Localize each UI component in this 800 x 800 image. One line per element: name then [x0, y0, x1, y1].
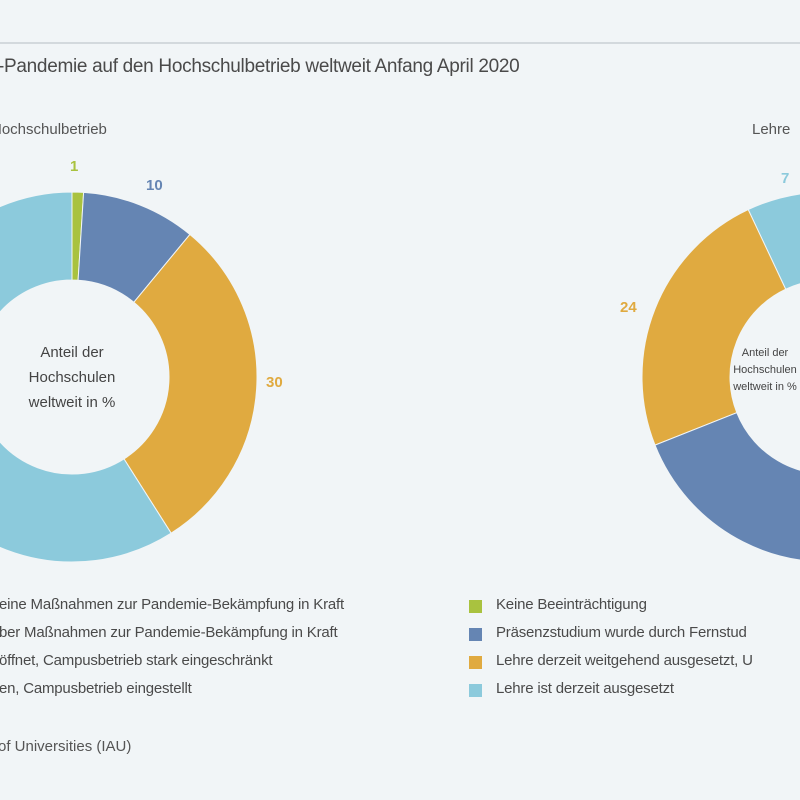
- right-center-label: Anteil der Hochschulen weltweit in %: [731, 345, 799, 396]
- slice-label-left-2: 10: [146, 177, 163, 194]
- center-line: Anteil der: [741, 347, 789, 359]
- legend-swatch-blue: [469, 628, 482, 641]
- right-chart-subtitle: Lehre: [752, 121, 791, 138]
- legend-swatch-green: [469, 600, 482, 613]
- legend-swatch-lightblue: [469, 684, 482, 697]
- left-legend-item: en, Campusbetrieb eingestellt: [0, 680, 192, 697]
- slice-label-left-3: 30: [266, 374, 283, 391]
- left-legend-item: eine Maßnahmen zur Pandemie-Bekämpfung i…: [0, 596, 344, 613]
- donut-slice-left-remainder: [0, 191, 172, 563]
- chart-title: -Pandemie auf den Hochschulbetrieb weltw…: [0, 56, 520, 77]
- left-legend-item: öffnet, Campusbetrieb stark eingeschränk…: [0, 652, 273, 669]
- slice-label-right-2: 7: [781, 170, 790, 187]
- left-legend-item: ber Maßnahmen zur Pandemie-Bekämpfung in…: [0, 624, 338, 641]
- center-line: weltweit in %: [28, 394, 116, 411]
- donut-slice-right-2: [747, 193, 800, 290]
- right-legend-item: Keine Beeinträchtigung: [496, 596, 647, 613]
- slice-label-right-1: 24: [620, 299, 637, 316]
- right-legend-item: Präsenzstudium wurde durch Fernstud: [496, 624, 747, 641]
- donut-slice-right-remainder: [654, 412, 800, 561]
- left-center-label: Anteil der Hochschulen weltweit in %: [29, 340, 116, 415]
- right-legend-item: Lehre ist derzeit ausgesetzt: [496, 680, 674, 697]
- center-line: Anteil der: [40, 344, 104, 361]
- center-line: Hochschulen: [28, 369, 116, 386]
- source-note: of Universities (IAU): [0, 738, 132, 755]
- center-line: Hochschulen: [733, 364, 797, 376]
- right-legend-item: Lehre derzeit weitgehend ausgesetzt, U: [496, 652, 753, 669]
- top-divider: [0, 42, 800, 44]
- donut-slice-right-1: [641, 208, 787, 446]
- slice-label-left-1: 1: [70, 158, 79, 175]
- left-chart-subtitle: Hochschulbetrieb: [0, 121, 107, 138]
- donut-slice-left-3: [123, 233, 258, 534]
- legend-swatch-orange: [469, 656, 482, 669]
- center-line: weltweit in %: [733, 381, 797, 393]
